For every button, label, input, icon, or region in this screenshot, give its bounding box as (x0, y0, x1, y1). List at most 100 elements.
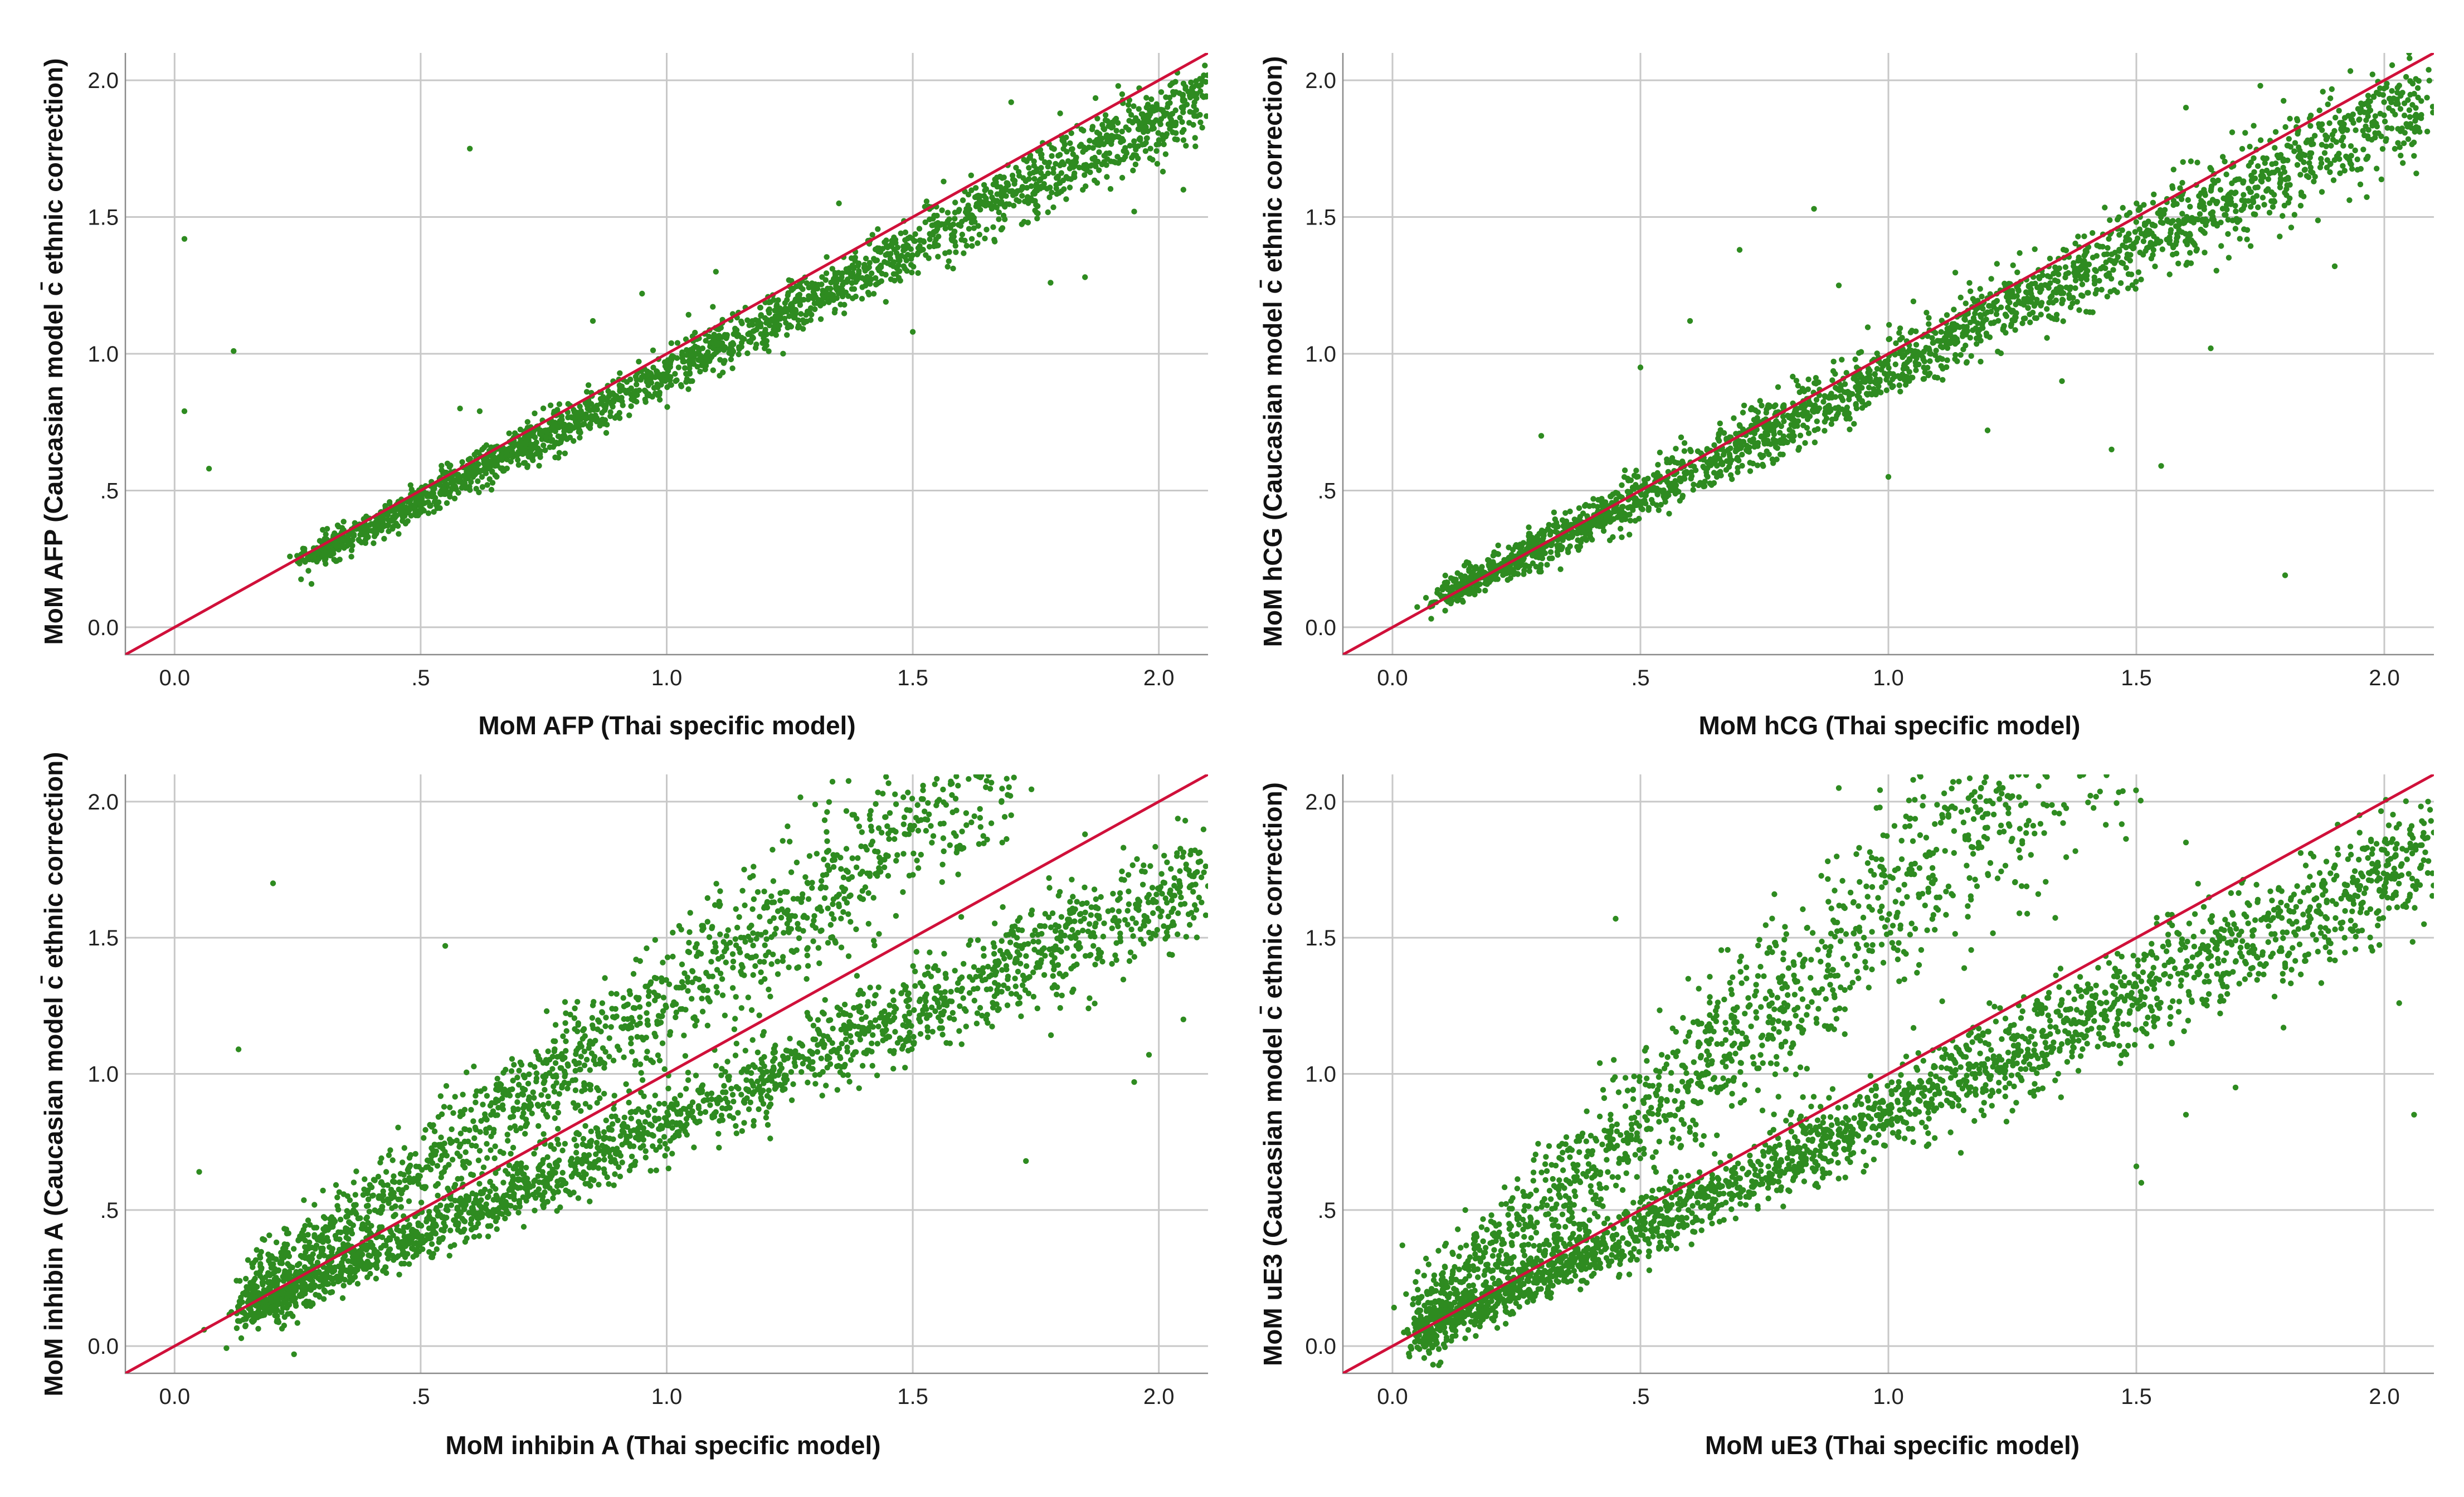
data-point (1859, 374, 1865, 380)
data-point (1057, 162, 1063, 169)
data-point (1966, 280, 1973, 286)
data-point (1076, 164, 1083, 170)
data-point (2324, 157, 2330, 163)
data-point (1205, 72, 1208, 79)
y-axis-title-hcg: MoM hCG (Caucasian model c̄ ethnic corre… (1258, 56, 1287, 647)
data-point (2349, 165, 2355, 172)
data-point (2332, 114, 2339, 121)
data-point (1773, 418, 1779, 425)
data-point (2319, 127, 2325, 133)
data-point (1844, 404, 1851, 411)
data-point (1180, 97, 1186, 104)
data-point (814, 285, 821, 292)
data-point (1645, 507, 1652, 513)
data-point (1763, 430, 1770, 436)
data-point (2039, 272, 2046, 279)
data-point (944, 264, 951, 270)
data-point (1938, 329, 1944, 335)
data-point (2406, 53, 2412, 56)
data-point (1194, 113, 1200, 119)
data-point (2208, 188, 2214, 194)
data-point (1952, 270, 1959, 276)
data-point (1795, 412, 1801, 418)
data-point (1124, 921, 1131, 928)
data-point (2247, 144, 2253, 150)
data-point (990, 224, 996, 230)
data-point (1099, 958, 1106, 965)
data-point (2108, 446, 2115, 452)
plot-area-afp: 0.0.5 1.0 1.5 2.00.0.51.01.52.0 (87, 53, 1208, 690)
data-point (556, 455, 562, 461)
data-point (529, 455, 535, 462)
data-point (2308, 168, 2314, 174)
data-point (1687, 318, 1693, 324)
data-point (2138, 276, 2144, 282)
data-point (1897, 325, 1903, 331)
data-point (729, 365, 736, 372)
data-point (1893, 340, 1899, 347)
data-point (1939, 344, 1946, 350)
data-point (1603, 515, 1609, 521)
data-point (767, 299, 774, 305)
data-point (465, 456, 472, 463)
data-point (2247, 243, 2254, 249)
data-point (2104, 294, 2110, 300)
data-point (1035, 203, 1041, 209)
data-point (1669, 455, 1676, 461)
data-point (2302, 167, 2308, 173)
data-point (2232, 203, 2238, 209)
data-point (1113, 128, 1119, 134)
data-point (2120, 260, 2126, 266)
data-point (749, 318, 756, 324)
data-point (1835, 405, 1841, 411)
data-point (965, 202, 971, 208)
data-point (339, 543, 345, 549)
data-point (2418, 112, 2424, 118)
data-point (1746, 448, 1752, 455)
data-point (1859, 405, 1866, 411)
data-point (2209, 216, 2215, 222)
data-point (2012, 327, 2018, 333)
data-point (1143, 135, 1150, 142)
data-point (1777, 430, 1783, 436)
data-point (1019, 221, 1025, 227)
data-point (1082, 274, 1088, 280)
data-point (685, 311, 692, 318)
data-point (981, 953, 987, 959)
data-point (2207, 200, 2213, 206)
data-point (873, 275, 879, 281)
data-point (2013, 314, 2019, 320)
data-point (824, 254, 830, 260)
data-point (479, 484, 486, 490)
data-point (1792, 407, 1798, 413)
data-point (917, 980, 923, 986)
data-point (662, 363, 669, 369)
data-point (2403, 74, 2409, 80)
data-point (1046, 159, 1053, 165)
data-point (909, 269, 915, 276)
data-point (1912, 348, 1918, 354)
data-point (2225, 231, 2231, 237)
data-point (893, 250, 900, 256)
data-point (2025, 305, 2031, 311)
data-point (902, 1065, 908, 1071)
data-point (749, 1037, 756, 1043)
data-point (1726, 451, 1733, 457)
data-point (1634, 474, 1640, 480)
data-point (451, 482, 457, 489)
data-point (308, 581, 315, 587)
data-point (2107, 217, 2113, 223)
data-point (1428, 616, 1434, 622)
data-point (577, 430, 583, 436)
data-point (1170, 129, 1176, 135)
data-point (2114, 289, 2120, 295)
data-point (2306, 160, 2312, 166)
data-point (1576, 505, 1582, 511)
data-point (747, 330, 753, 337)
data-point (1552, 529, 1559, 535)
data-point (2093, 253, 2100, 259)
data-point (529, 430, 535, 436)
data-point (836, 1012, 842, 1018)
data-point (481, 445, 488, 451)
data-point (537, 431, 543, 437)
